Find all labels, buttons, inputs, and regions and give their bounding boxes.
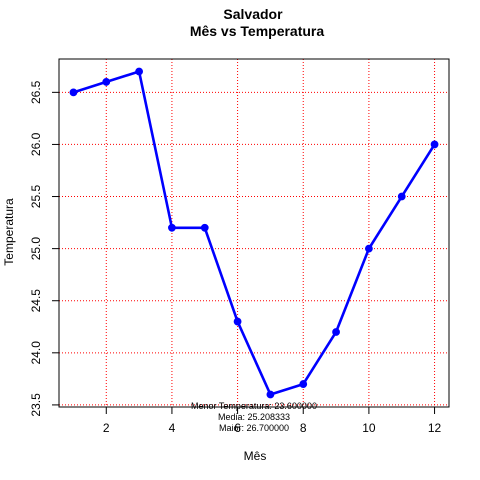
- x-tick-label-1: 4: [169, 421, 176, 435]
- x-tick-label-3: 8: [300, 421, 307, 435]
- series-layer: [69, 67, 439, 399]
- x-tick-label-4: 10: [362, 421, 376, 435]
- chart-title: Salvador: [223, 6, 283, 22]
- data-point-12: [430, 140, 439, 149]
- annotation-mean-temperature: Media: 25.208333: [218, 412, 290, 422]
- y-tick-label-1: 24.0: [29, 341, 43, 365]
- y-tick-label-3: 25.0: [29, 237, 43, 261]
- grid-lines: [59, 59, 449, 407]
- data-point-5: [200, 223, 209, 232]
- annotation-min-temperature: Menor Temperatura: 23.600000: [191, 401, 317, 411]
- data-point-10: [364, 244, 373, 253]
- x-tick-label-2: 6: [234, 421, 241, 435]
- data-point-3: [135, 67, 144, 76]
- y-tick-label-0: 23.5: [29, 393, 43, 417]
- x-axis: 2 4 6 8 10 12: [103, 407, 442, 435]
- data-point-4: [168, 223, 176, 232]
- y-tick-label-5: 26.0: [29, 132, 43, 156]
- data-point-11: [397, 192, 406, 201]
- y-tick-label-2: 24.5: [29, 289, 43, 313]
- y-tick-label-6: 26.5: [29, 80, 43, 104]
- data-point-2: [102, 78, 111, 86]
- annotation-max-temperature: Maior: 26.700000: [219, 423, 289, 433]
- x-tick-label-5: 12: [428, 421, 442, 435]
- plot-area-frame: [58, 58, 450, 408]
- y-axis: 23.5 24.0 24.5 25.0 25.5 26.0 26.5: [29, 80, 59, 417]
- y-axis-label: Temperatura: [2, 198, 16, 266]
- x-axis-label: Mês: [244, 449, 267, 463]
- chart-subtitle: Mês vs Temperatura: [190, 23, 325, 39]
- data-point-1: [69, 88, 78, 97]
- x-tick-label-0: 2: [103, 421, 110, 435]
- data-point-9: [332, 328, 340, 336]
- data-point-6: [233, 317, 242, 326]
- y-tick-label-4: 25.5: [29, 185, 43, 209]
- data-point-8: [299, 380, 308, 388]
- series-line-0: [72, 70, 436, 396]
- data-point-7: [266, 390, 275, 399]
